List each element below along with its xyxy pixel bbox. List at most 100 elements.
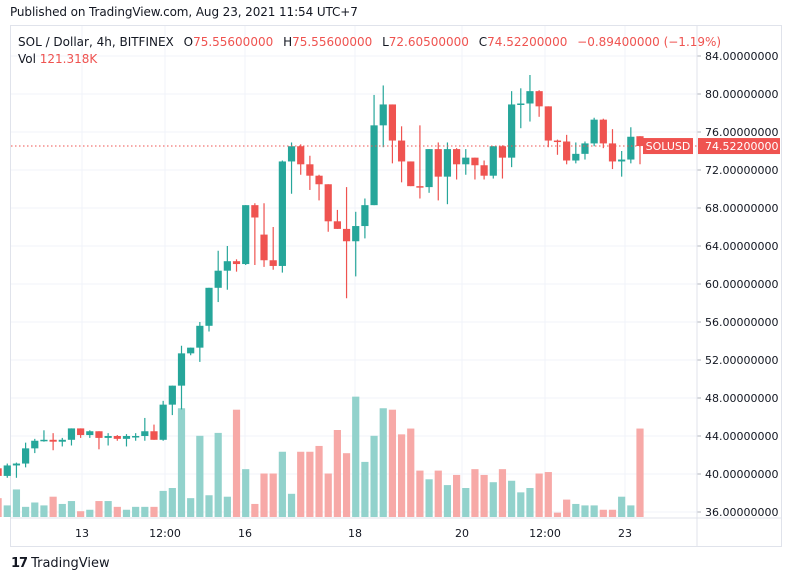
candle-body[interactable]	[205, 287, 213, 326]
volume-bar	[434, 470, 442, 517]
candle-body[interactable]	[361, 205, 369, 227]
candle-body[interactable]	[498, 146, 507, 158]
x-axis-label: 12:00	[149, 527, 181, 540]
candle-body[interactable]	[370, 125, 378, 206]
candle-body[interactable]	[177, 353, 186, 386]
candle-body[interactable]	[113, 436, 121, 439]
x-axis-label: 13	[75, 527, 89, 540]
candle-body[interactable]	[535, 91, 543, 107]
candle-body[interactable]	[77, 428, 85, 436]
candle-body[interactable]	[453, 149, 461, 165]
candle-body[interactable]	[0, 468, 2, 476]
candle-body[interactable]	[40, 439, 48, 442]
candle-body[interactable]	[627, 136, 635, 160]
candle-body[interactable]	[242, 205, 250, 265]
candle-body[interactable]	[526, 91, 534, 104]
volume-bar	[636, 428, 644, 517]
candle-body[interactable]	[352, 226, 360, 242]
candle-body[interactable]	[159, 404, 167, 440]
volume-bar	[223, 496, 231, 517]
candle-body[interactable]	[581, 143, 589, 154]
volume-bar	[205, 495, 213, 517]
candles	[0, 75, 644, 478]
volume-bar	[12, 489, 21, 517]
candle-body[interactable]	[407, 161, 415, 187]
candle-body[interactable]	[434, 149, 442, 177]
candle-body[interactable]	[86, 431, 94, 436]
candle-body[interactable]	[333, 221, 341, 229]
candle-body[interactable]	[297, 146, 305, 165]
volume-bar	[232, 409, 241, 517]
candle-body[interactable]	[31, 440, 39, 449]
candle-body[interactable]	[132, 436, 140, 438]
candle-body[interactable]	[150, 431, 158, 440]
candle-body[interactable]	[563, 141, 571, 161]
candle-body[interactable]	[517, 103, 525, 106]
candle-body[interactable]	[187, 347, 195, 354]
candle-body[interactable]	[95, 431, 103, 438]
candle-body[interactable]	[342, 228, 351, 242]
volume-bar	[278, 451, 286, 517]
candle-body[interactable]	[480, 165, 488, 176]
candle-body[interactable]	[599, 119, 607, 144]
volume-bar	[40, 505, 48, 517]
candle-body[interactable]	[443, 149, 452, 177]
y-axis-label: 56.00000000	[705, 316, 778, 329]
candle-body[interactable]	[425, 149, 433, 188]
candle-body[interactable]	[251, 205, 259, 218]
footer-brand[interactable]: 17 TradingView	[11, 556, 110, 571]
volume-bar	[388, 409, 397, 517]
candle-body[interactable]	[636, 136, 644, 147]
candle-body[interactable]	[269, 260, 277, 266]
volume-bar	[599, 509, 607, 517]
volume-bar	[49, 496, 57, 517]
volume-bars	[0, 396, 644, 517]
change-value: −0.89400000 (−1.19%)	[577, 35, 722, 49]
candle-body[interactable]	[388, 104, 397, 141]
candle-body[interactable]	[471, 157, 479, 166]
candle-body[interactable]	[104, 436, 112, 438]
candle-body[interactable]	[22, 448, 30, 464]
candle-body[interactable]	[232, 261, 241, 265]
candle-body[interactable]	[278, 161, 286, 266]
candle-body[interactable]	[315, 175, 323, 185]
volume-bar	[95, 501, 103, 517]
candle-body[interactable]	[196, 325, 204, 348]
y-axis-label: 84.00000000	[705, 50, 778, 63]
candle-body[interactable]	[416, 186, 424, 188]
candle-body[interactable]	[618, 159, 626, 162]
candle-body[interactable]	[608, 143, 617, 162]
candle-body[interactable]	[223, 261, 231, 271]
candle-body[interactable]	[553, 140, 562, 143]
candle-body[interactable]	[214, 270, 222, 288]
candle-body[interactable]	[168, 385, 176, 405]
candle-body[interactable]	[287, 146, 296, 162]
candle-body[interactable]	[141, 431, 149, 436]
candle-body[interactable]	[572, 153, 580, 161]
open-label: O	[183, 35, 194, 49]
candle-body[interactable]	[49, 439, 57, 442]
candle-body[interactable]	[67, 428, 76, 440]
volume-bar	[132, 506, 140, 517]
candle-body[interactable]	[508, 104, 516, 158]
candle-body[interactable]	[58, 439, 66, 442]
volume-bar	[104, 501, 112, 517]
candle-body[interactable]	[3, 465, 11, 476]
volume-bar	[251, 503, 259, 517]
candle-body[interactable]	[489, 146, 497, 176]
candle-body[interactable]	[12, 463, 21, 466]
candle-body[interactable]	[260, 234, 268, 261]
candle-body[interactable]	[306, 164, 314, 176]
candle-body[interactable]	[379, 104, 387, 126]
candle-body[interactable]	[544, 106, 552, 141]
candle-body[interactable]	[324, 184, 332, 222]
symbol-title[interactable]: SOL / Dollar, 4h, BITFINEX	[18, 35, 174, 49]
candle-body[interactable]	[462, 157, 470, 165]
candle-body[interactable]	[122, 436, 131, 439]
symbol-tag	[643, 138, 693, 155]
candle-body[interactable]	[590, 119, 598, 144]
volume-bar	[544, 472, 552, 517]
symbol-tag-label: SOLUSD	[646, 140, 691, 153]
candle-body[interactable]	[397, 140, 406, 162]
